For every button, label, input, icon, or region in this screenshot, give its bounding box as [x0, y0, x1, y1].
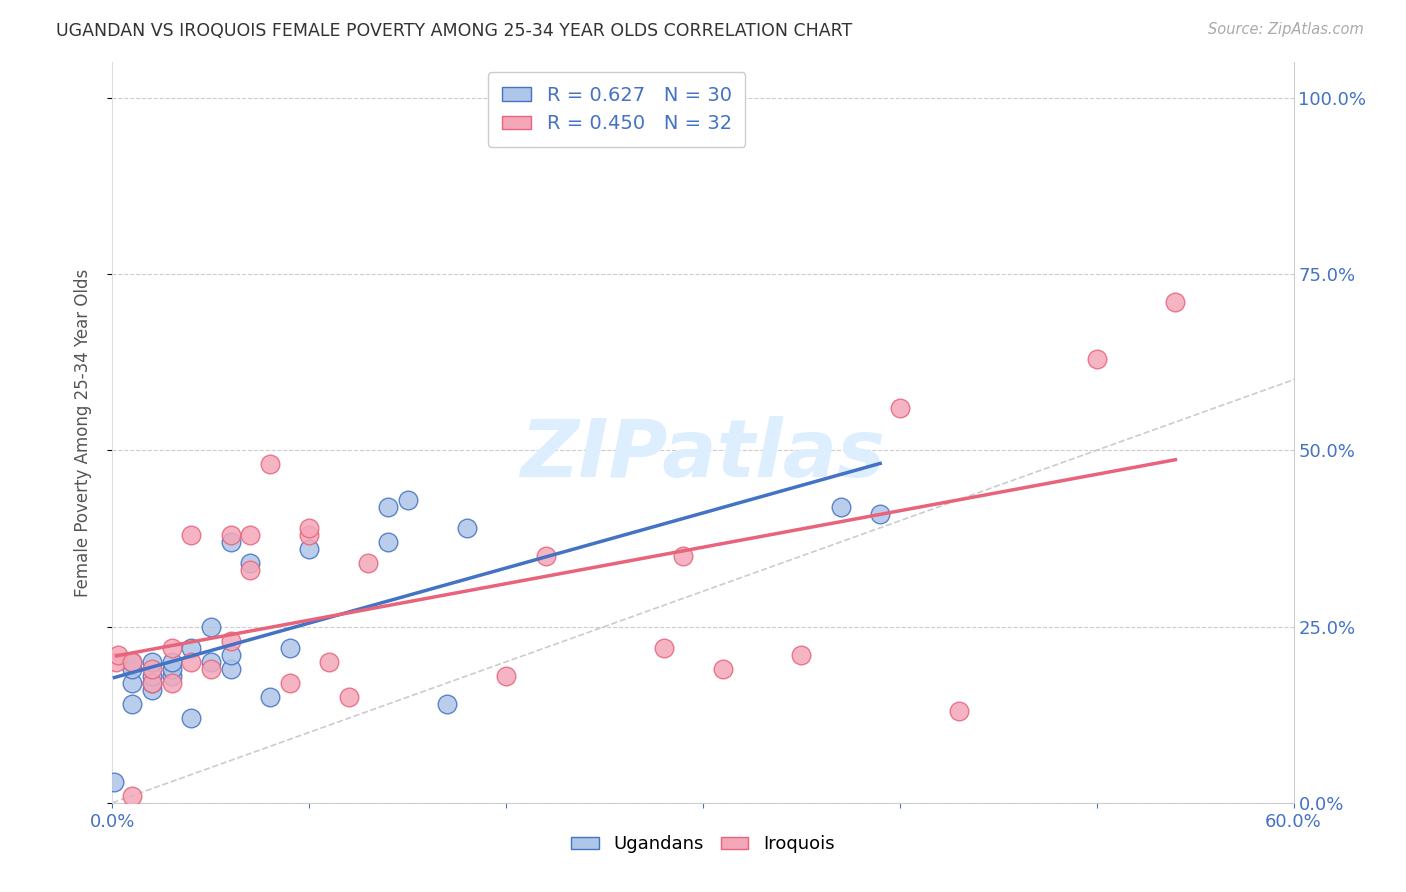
Point [141, 655, 163, 669]
Point [337, 690, 360, 704]
Point [869, 507, 891, 521]
Point [652, 640, 675, 655]
Point [180, 640, 202, 655]
Point [180, 711, 202, 725]
Y-axis label: Female Poverty Among 25-34 Year Olds: Female Poverty Among 25-34 Year Olds [73, 268, 91, 597]
Point [200, 662, 222, 676]
Point [1164, 295, 1187, 310]
Point [495, 669, 517, 683]
Point [219, 648, 242, 662]
Point [200, 655, 222, 669]
Point [298, 541, 321, 556]
Point [121, 676, 143, 690]
Point [121, 697, 143, 711]
Point [672, 549, 695, 563]
Point [141, 676, 163, 690]
Point [318, 655, 340, 669]
Point [141, 676, 163, 690]
Legend: Ugandans, Iroquois: Ugandans, Iroquois [564, 828, 842, 861]
Point [1085, 351, 1108, 366]
Point [121, 789, 143, 803]
Point [219, 535, 242, 549]
Point [948, 704, 970, 718]
Point [239, 528, 262, 542]
Point [239, 556, 262, 570]
Point [889, 401, 911, 415]
Point [377, 535, 399, 549]
Point [278, 640, 301, 655]
Point [219, 662, 242, 676]
Point [436, 697, 458, 711]
Point [160, 669, 183, 683]
Point [141, 683, 163, 698]
Point [790, 648, 813, 662]
Point [219, 633, 242, 648]
Point [298, 521, 321, 535]
Point [711, 662, 734, 676]
Point [259, 690, 281, 704]
Point [160, 676, 183, 690]
Point [239, 563, 262, 577]
Point [377, 500, 399, 514]
Point [103, 774, 125, 789]
Point [357, 556, 380, 570]
Point [456, 521, 478, 535]
Point [180, 655, 202, 669]
Point [259, 458, 281, 472]
Text: ZIPatlas: ZIPatlas [520, 416, 886, 494]
Text: Source: ZipAtlas.com: Source: ZipAtlas.com [1208, 22, 1364, 37]
Point [141, 669, 163, 683]
Text: UGANDAN VS IROQUOIS FEMALE POVERTY AMONG 25-34 YEAR OLDS CORRELATION CHART: UGANDAN VS IROQUOIS FEMALE POVERTY AMONG… [56, 22, 852, 40]
Point [107, 648, 129, 662]
Point [396, 492, 419, 507]
Point [298, 528, 321, 542]
Point [180, 528, 202, 542]
Point [121, 655, 143, 669]
Point [534, 549, 557, 563]
Point [219, 528, 242, 542]
Point [160, 655, 183, 669]
Point [121, 662, 143, 676]
Point [121, 655, 143, 669]
Point [160, 640, 183, 655]
Point [105, 655, 128, 669]
Point [141, 662, 163, 676]
Point [160, 662, 183, 676]
Point [830, 500, 852, 514]
Point [278, 676, 301, 690]
Point [200, 619, 222, 633]
